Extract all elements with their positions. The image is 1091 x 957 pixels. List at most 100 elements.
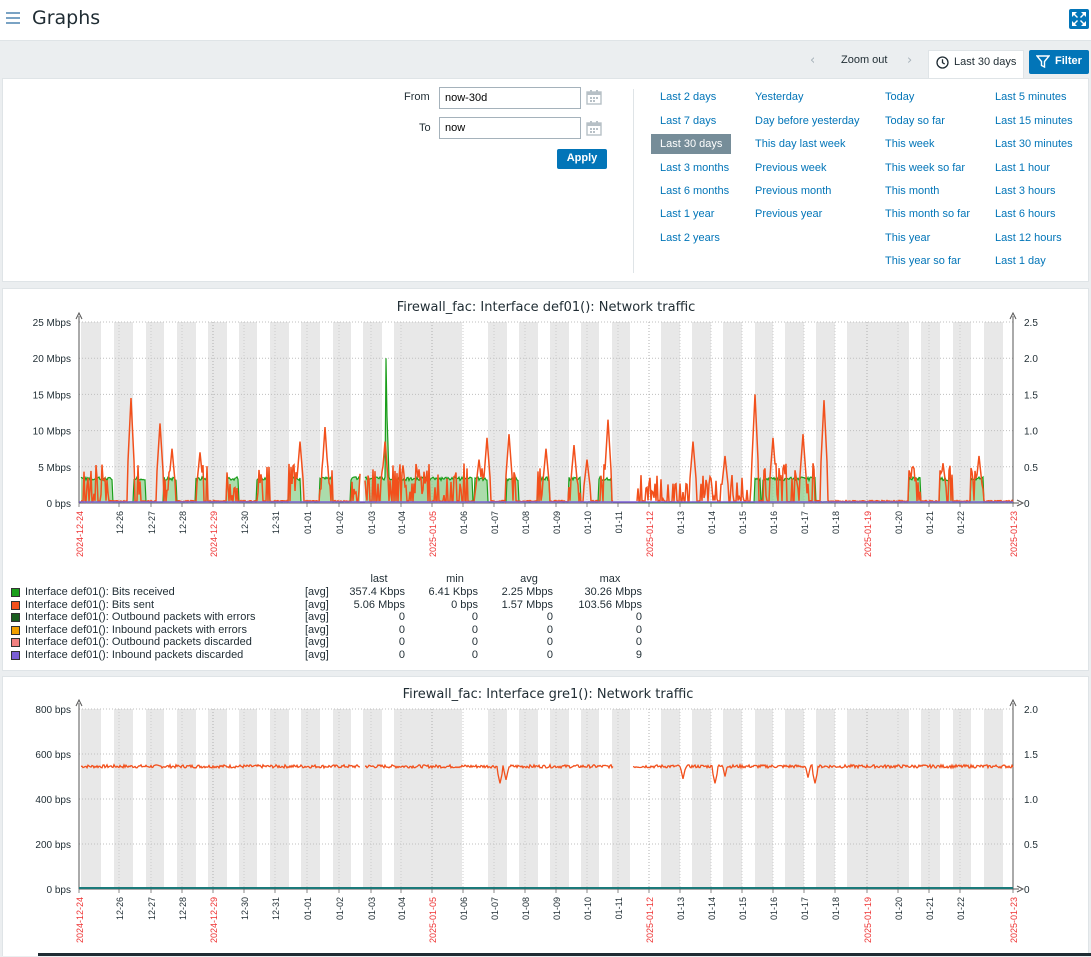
legend-min: 6.41 Kbps xyxy=(428,586,478,598)
time-filter-bar: ‹ Zoom out › Last 30 days Filter xyxy=(0,41,1091,78)
g1-x-tick-label: 01-08 xyxy=(521,511,531,534)
g1-weekend-band xyxy=(239,322,257,503)
g2-y-tick-left: 600 bps xyxy=(35,750,71,761)
legend-fn: [avg] xyxy=(305,598,329,611)
clock-icon xyxy=(936,56,949,69)
g1-sent-line xyxy=(80,397,361,504)
from-input[interactable] xyxy=(439,87,581,109)
g2-x-tick-label: 2025-01-12 xyxy=(645,897,655,943)
g1-weekend-band xyxy=(816,322,835,503)
menu-icon[interactable] xyxy=(6,12,20,24)
graph-gre1-canvas[interactable]: Firewall_fac: Interface gre1(): Network … xyxy=(3,677,1088,957)
preset-this-year[interactable]: This year xyxy=(885,232,931,244)
legend-max: 0 xyxy=(635,623,642,636)
graph-panel-def01: Firewall_fac: Interface def01(): Network… xyxy=(2,288,1089,671)
page-header: Graphs xyxy=(0,0,1091,41)
preset-last-1-hour[interactable]: Last 1 hour xyxy=(995,162,1051,174)
apply-button[interactable]: Apply xyxy=(557,149,607,169)
legend-avg: 0 xyxy=(546,636,553,649)
preset-this-year-so-far[interactable]: This year so far xyxy=(885,255,961,267)
preset-last-15-minutes[interactable]: Last 15 minutes xyxy=(995,115,1073,127)
filter-tab[interactable]: Filter xyxy=(1029,50,1089,74)
g1-x-tick-label: 12-27 xyxy=(147,511,157,534)
horizontal-scrollbar[interactable] xyxy=(38,953,1091,956)
legend-last: 0 xyxy=(398,611,405,624)
preset-this-month-so-far[interactable]: This month so far xyxy=(885,208,970,220)
legend-name: Interface def01(): Outbound packets disc… xyxy=(25,636,252,649)
preset-last-12-hours[interactable]: Last 12 hours xyxy=(995,232,1062,244)
legend-fn: [avg] xyxy=(305,586,329,598)
preset-today-so-far[interactable]: Today so far xyxy=(885,115,945,127)
g2-x-tick-label: 01-02 xyxy=(335,897,345,920)
legend-row: Interface def01(): Bits sent [avg] 5.06 Mb… xyxy=(11,599,671,612)
legend-swatch xyxy=(11,625,20,635)
to-input[interactable] xyxy=(439,117,581,139)
graph-legend: Interface def01(): Bits received [avg] 357… xyxy=(11,586,671,662)
legend-avg: 2.25 Mbps xyxy=(501,586,553,598)
g2-x-tick-label: 01-08 xyxy=(521,897,531,920)
zoom-out-button[interactable]: Zoom out xyxy=(841,54,888,66)
preset-last-3-hours[interactable]: Last 3 hours xyxy=(995,185,1056,197)
g2-y-tick-right: 2.0 xyxy=(1024,705,1038,716)
preset-last-6-hours[interactable]: Last 6 hours xyxy=(995,208,1056,220)
g1-sent-line xyxy=(364,419,614,505)
g2-x-tick-label: 2024-12-24 xyxy=(75,897,85,943)
g1-axis-arrow xyxy=(1009,311,1017,320)
preset-this-week-so-far[interactable]: This week so far xyxy=(885,162,966,174)
graph-def01-canvas[interactable]: Firewall_fac: Interface def01(): Network… xyxy=(3,289,1088,672)
g2-x-tick-label: 2025-01-19 xyxy=(863,897,873,943)
g1-weekend-band xyxy=(81,322,101,503)
preset-this-month[interactable]: This month xyxy=(885,185,940,197)
preset-last-5-minutes[interactable]: Last 5 minutes xyxy=(995,91,1067,103)
g2-x-tick-label: 01-17 xyxy=(800,897,810,920)
legend-min: 0 xyxy=(471,623,478,636)
preset-today[interactable]: Today xyxy=(885,91,915,103)
graph-title: Firewall_fac: Interface gre1(): Network … xyxy=(403,687,694,702)
g2-x-tick-label: 12-30 xyxy=(240,897,250,920)
preset-last-2-days[interactable]: Last 2 days xyxy=(660,91,717,103)
g1-weekend-band xyxy=(612,322,630,503)
preset-last-2-years[interactable]: Last 2 years xyxy=(660,232,720,244)
chevron-left-icon[interactable]: ‹ xyxy=(810,53,816,68)
legend-fn: [avg] xyxy=(305,611,329,624)
preset-last-30-days[interactable]: Last 30 days xyxy=(651,134,732,154)
g2-x-tick-label: 12-28 xyxy=(178,897,188,920)
legend-fn: [avg] xyxy=(305,623,329,636)
g1-weekend-band xyxy=(984,322,1003,503)
preset-previous-month[interactable]: Previous month xyxy=(755,185,832,197)
from-label: From xyxy=(404,91,430,103)
preset-last-7-days[interactable]: Last 7 days xyxy=(660,115,717,127)
g1-weekend-band xyxy=(333,322,351,503)
preset-previous-week[interactable]: Previous week xyxy=(755,162,827,174)
preset-this-week[interactable]: This week xyxy=(885,138,935,150)
preset-last-1-day[interactable]: Last 1 day xyxy=(995,255,1046,267)
time-range-tab[interactable]: Last 30 days xyxy=(928,50,1024,78)
g1-y-tick-left: 15 Mbps xyxy=(33,390,71,401)
legend-max: 9 xyxy=(635,648,642,661)
legend-last: 357.4 Kbps xyxy=(349,586,405,598)
g1-y-tick-right: 1.5 xyxy=(1024,390,1038,401)
g1-x-tick-label: 01-09 xyxy=(552,511,562,534)
divider xyxy=(633,89,634,273)
page-title: Graphs xyxy=(32,7,101,29)
legend-min: 0 bps xyxy=(451,598,478,611)
preset-last-3-months[interactable]: Last 3 months xyxy=(660,162,730,174)
chevron-right-icon[interactable]: › xyxy=(907,53,913,68)
calendar-icon[interactable] xyxy=(586,120,602,136)
g2-x-tick-label: 01-20 xyxy=(894,897,904,920)
preset-last-30-minutes[interactable]: Last 30 minutes xyxy=(995,138,1073,150)
preset-this-day-last-week[interactable]: This day last week xyxy=(755,138,846,150)
preset-yesterday[interactable]: Yesterday xyxy=(755,91,804,103)
preset-last-6-months[interactable]: Last 6 months xyxy=(660,185,730,197)
preset-last-1-year[interactable]: Last 1 year xyxy=(660,208,715,220)
g2-y-tick-left: 200 bps xyxy=(35,840,71,851)
g1-x-tick-label: 01-22 xyxy=(956,511,966,534)
g2-sent-line xyxy=(365,763,614,784)
calendar-icon[interactable] xyxy=(586,89,602,105)
preset-day-before-yesterday[interactable]: Day before yesterday xyxy=(755,115,860,127)
preset-previous-year[interactable]: Previous year xyxy=(755,208,823,220)
g1-x-tick-label: 2025-01-19 xyxy=(863,511,873,557)
filter-panel: From To Apply Last 2 days Last 7 days La… xyxy=(2,78,1089,282)
fullscreen-icon[interactable] xyxy=(1069,9,1089,29)
g1-weekend-band xyxy=(177,322,196,503)
